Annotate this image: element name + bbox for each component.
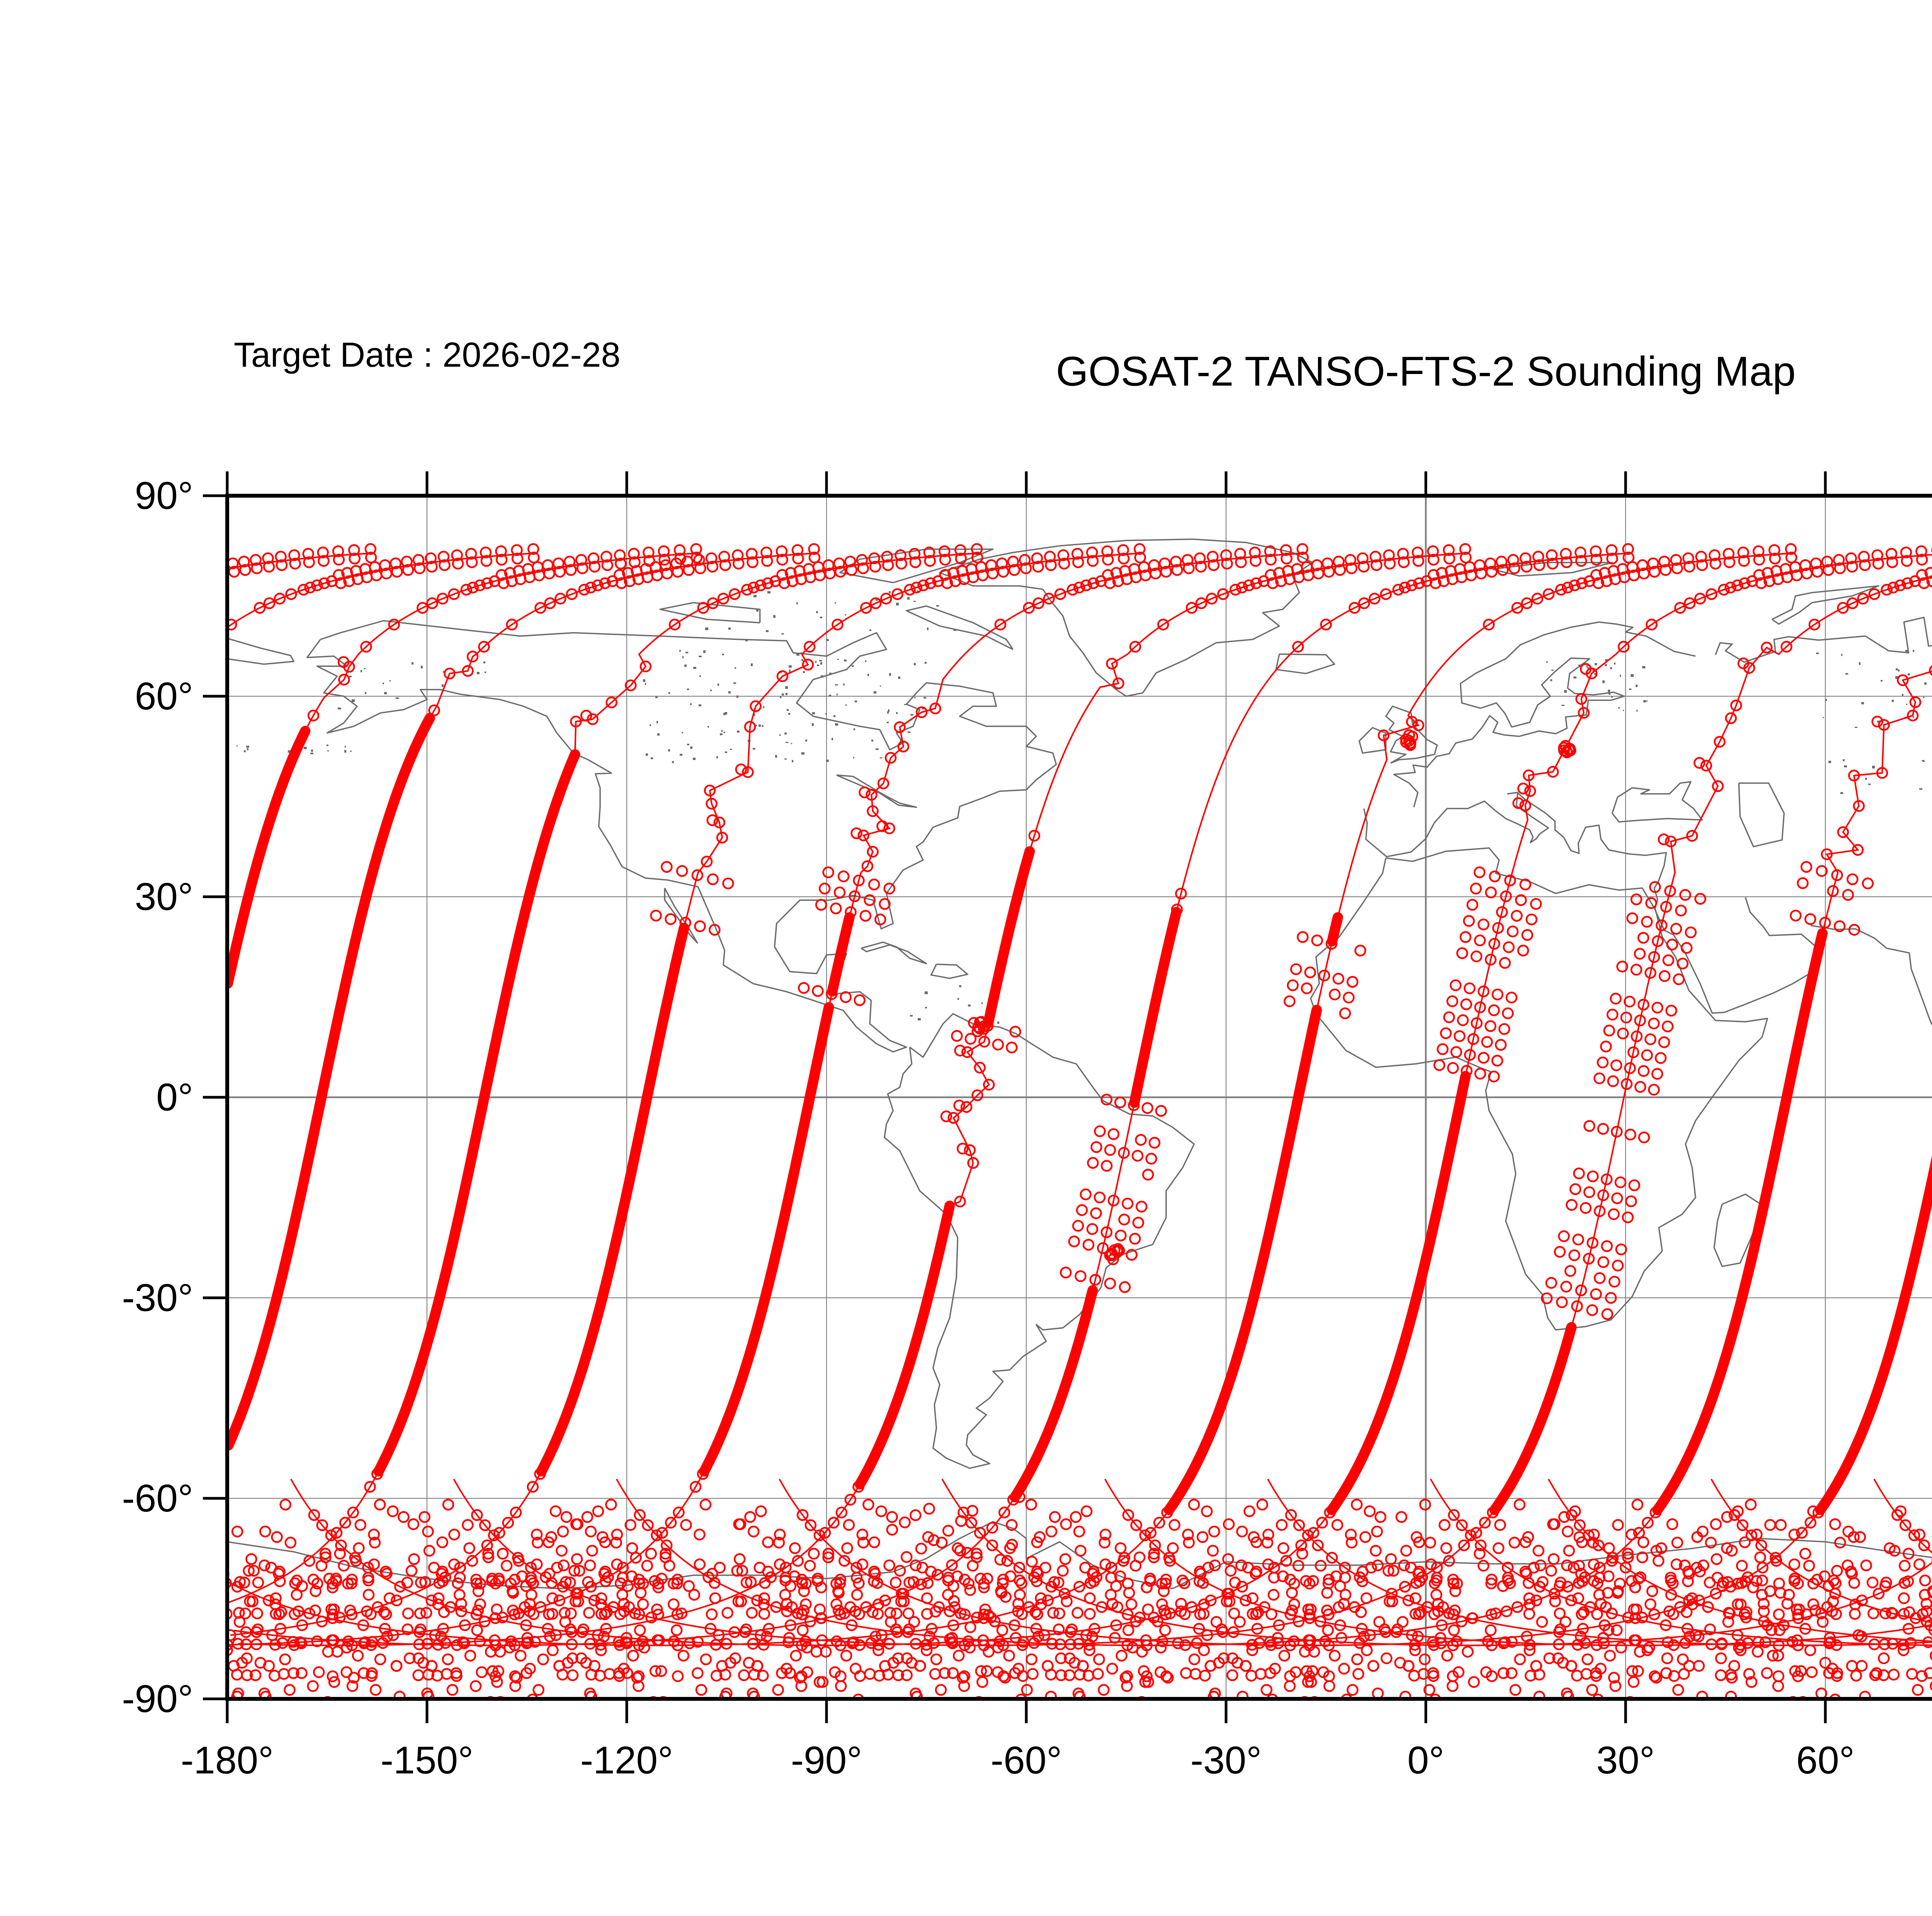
grid-lines	[226, 495, 1932, 1700]
orbit-track-lines	[227, 553, 1932, 1646]
x-tick-label: 60°	[1796, 1739, 1854, 1782]
x-tick-label: -90°	[791, 1739, 862, 1782]
x-tick-label: -60°	[991, 1739, 1062, 1782]
x-tick-label: -30°	[1190, 1739, 1262, 1782]
sounding-markers	[227, 543, 1932, 1699]
x-tick-label: 30°	[1596, 1739, 1655, 1782]
x-tick-label: -120°	[580, 1739, 673, 1782]
axis-tick-labels: -180°-150°-120°-90°-60°-30°0°30°60°90°12…	[122, 474, 1854, 1782]
y-tick-label: -90°	[122, 1677, 193, 1720]
page-title: GOSAT-2 TANSO-FTS-2 Sounding Map	[1056, 348, 1796, 394]
x-tick-label: 0°	[1407, 1739, 1444, 1782]
sounding-dense-tracks	[227, 713, 1932, 1515]
y-tick-label: 0°	[156, 1076, 193, 1119]
plot-frame	[203, 471, 1932, 1723]
y-tick-label: 90°	[135, 474, 193, 517]
map-speckles	[236, 590, 1927, 1024]
y-tick-label: -60°	[122, 1477, 193, 1520]
x-tick-label: -150°	[381, 1739, 473, 1782]
y-tick-label: -30°	[122, 1276, 193, 1319]
coastlines	[227, 538, 1932, 1590]
y-tick-label: 30°	[135, 875, 193, 918]
target-date-label: Target Date : 2026-02-28	[234, 336, 621, 374]
x-tick-label: -180°	[181, 1739, 274, 1782]
y-tick-label: 60°	[135, 675, 193, 718]
